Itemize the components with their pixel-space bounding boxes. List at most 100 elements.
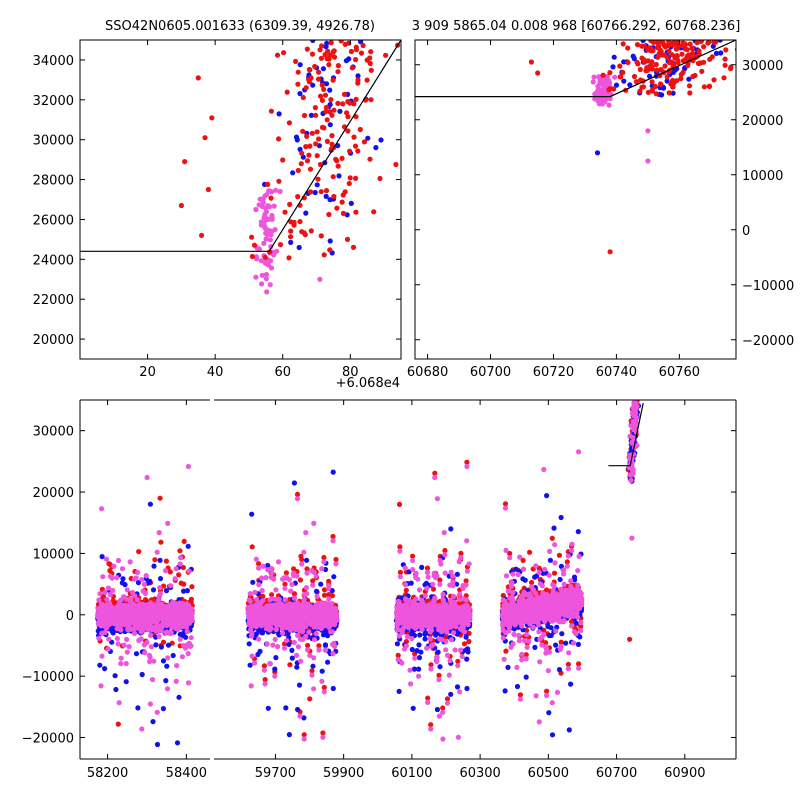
zoom-point-pink bbox=[258, 258, 264, 264]
zoom-point-red bbox=[306, 66, 312, 73]
full-point-blue bbox=[250, 579, 256, 585]
full-point-red bbox=[321, 684, 327, 691]
full-point-pink bbox=[301, 596, 307, 603]
night-point-pink bbox=[592, 96, 598, 102]
full-point-pink bbox=[146, 652, 152, 659]
full-point-pink bbox=[247, 598, 253, 604]
zoom-point-red bbox=[276, 178, 282, 184]
zoom-point-red bbox=[303, 144, 309, 150]
full-point-pink bbox=[119, 566, 126, 572]
full-point-blue bbox=[123, 679, 129, 685]
zoom-point-red bbox=[360, 42, 366, 49]
zoom-point-red bbox=[327, 247, 333, 253]
full-point-red bbox=[305, 642, 311, 649]
zoom-point-red bbox=[346, 180, 352, 187]
full-point-pink bbox=[253, 556, 259, 562]
full-point-blue bbox=[133, 651, 140, 657]
full-point-blue bbox=[154, 741, 161, 748]
full-point-blue bbox=[113, 686, 119, 693]
full-point-red bbox=[249, 544, 255, 550]
zoom-point-red bbox=[393, 161, 399, 168]
zoom-point-red bbox=[335, 100, 341, 106]
full-point-blue bbox=[283, 705, 289, 711]
full-point-pink bbox=[124, 596, 130, 602]
full-point-pink bbox=[149, 613, 155, 619]
night-point-red bbox=[620, 69, 626, 76]
full-point-pink bbox=[295, 644, 301, 650]
night-point-pink bbox=[597, 101, 604, 107]
zoom-point-red bbox=[318, 189, 324, 195]
zoom-point-red bbox=[312, 105, 318, 111]
full-point-red bbox=[321, 554, 327, 561]
zoom-point-red bbox=[331, 193, 337, 200]
night-point-red bbox=[600, 72, 606, 78]
night-point-blue bbox=[621, 78, 627, 84]
night-point-red bbox=[679, 42, 685, 49]
zoom-point-red bbox=[307, 166, 314, 172]
full-point-red bbox=[321, 592, 328, 598]
full-point-pink bbox=[173, 625, 179, 632]
night-point-red bbox=[686, 83, 693, 89]
full-point-pink bbox=[115, 619, 121, 625]
night-point-pink bbox=[602, 99, 608, 105]
full-point-pink bbox=[260, 563, 266, 569]
zoom-point-blue bbox=[327, 87, 333, 93]
zoom-point-red bbox=[265, 181, 271, 187]
zoom-x-offset-label: +6.068e4 bbox=[336, 376, 400, 391]
full-point-pink bbox=[107, 613, 113, 619]
full-point-red bbox=[115, 721, 121, 727]
zoom-point-blue bbox=[327, 122, 333, 128]
full-point-blue bbox=[119, 580, 125, 586]
full-point-blue bbox=[153, 642, 159, 648]
full-point-pink bbox=[294, 652, 300, 659]
zoom-point-red bbox=[335, 63, 341, 69]
full-point-pink bbox=[295, 632, 301, 639]
zoom-point-red bbox=[355, 80, 361, 86]
night-point-red bbox=[679, 51, 685, 57]
zoom-point-red bbox=[295, 69, 301, 75]
full-point-pink bbox=[293, 617, 299, 623]
full-point-blue bbox=[247, 662, 253, 668]
full-point-red bbox=[189, 584, 195, 590]
full-point-pink bbox=[145, 627, 151, 633]
full-point-pink bbox=[313, 573, 319, 579]
zoom-point-red bbox=[358, 50, 365, 56]
night-point-red bbox=[711, 40, 717, 45]
night-point-pink bbox=[606, 102, 612, 108]
full-point-red bbox=[309, 668, 315, 674]
zoom-point-red bbox=[355, 148, 361, 154]
zoom-point-blue bbox=[346, 56, 352, 62]
zoom-point-pink bbox=[265, 262, 271, 268]
full-point-pink bbox=[124, 636, 130, 643]
zoom-point-red bbox=[340, 101, 346, 107]
zoom-point-red bbox=[304, 158, 311, 164]
night-point-red bbox=[666, 40, 672, 44]
full-point-pink bbox=[140, 627, 146, 633]
zoom-point-red bbox=[339, 199, 345, 205]
full-point-pink bbox=[256, 582, 262, 588]
full-point-pink bbox=[328, 619, 334, 625]
zoom-point-red bbox=[341, 91, 348, 97]
night-point-blue bbox=[717, 40, 723, 43]
full-point-red bbox=[261, 663, 267, 669]
full-point-pink bbox=[316, 608, 322, 614]
zoom-point-pink bbox=[265, 203, 271, 209]
full-panel: 58200 58400 59700 59900 60100 60300 60500 60700… bbox=[22, 399, 737, 781]
zoom-point-red bbox=[274, 52, 281, 58]
zoom-point-red bbox=[268, 108, 274, 114]
night-point-red bbox=[664, 74, 670, 80]
full-point-pink bbox=[133, 575, 139, 581]
night-point-red bbox=[660, 40, 666, 46]
full-point-pink bbox=[142, 650, 148, 656]
full-point-pink bbox=[110, 608, 116, 614]
full-point-blue bbox=[160, 658, 167, 664]
night-point-red bbox=[662, 44, 668, 50]
full-point-pink bbox=[187, 605, 193, 612]
full-point-pink bbox=[282, 617, 288, 623]
zoom-point-pink bbox=[263, 236, 269, 242]
full-point-pink bbox=[156, 633, 162, 640]
zoom-point-blue bbox=[297, 62, 303, 68]
zoom-point-red bbox=[319, 97, 325, 103]
zoom-point-red bbox=[364, 77, 370, 83]
full-point-blue bbox=[164, 663, 170, 669]
